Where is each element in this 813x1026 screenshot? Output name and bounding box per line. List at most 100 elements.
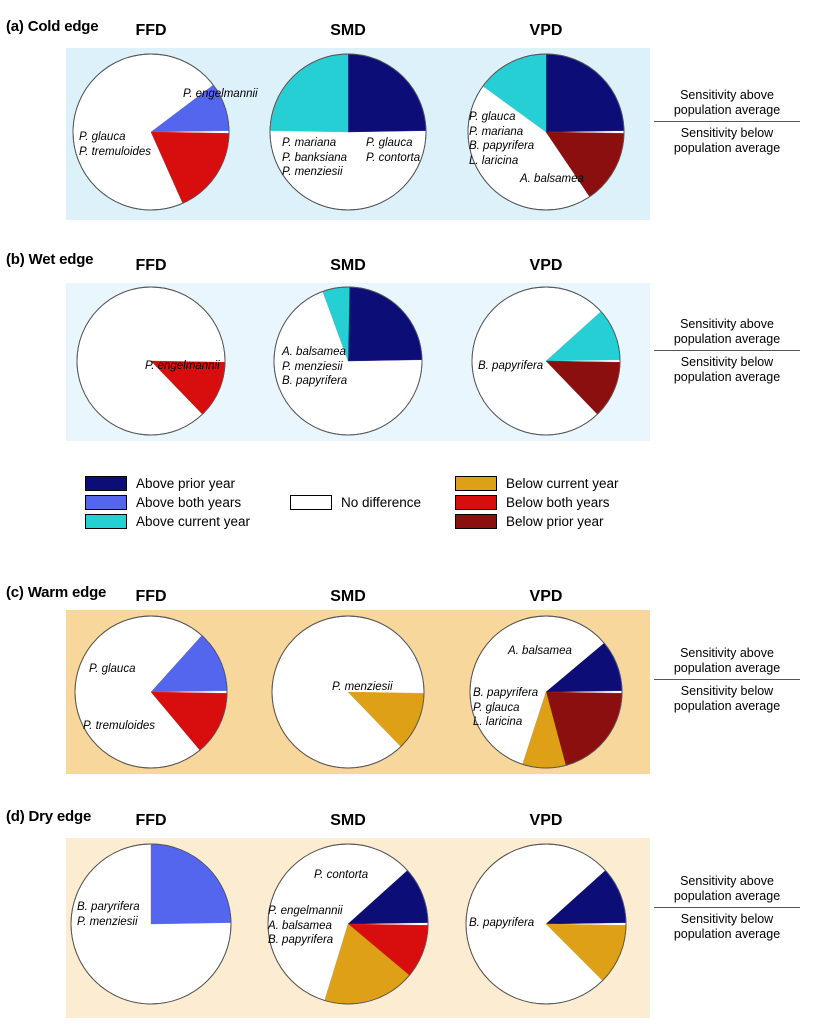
panel-label-a: (a) Cold edge: [6, 18, 99, 35]
species-label-group: P. contorta: [314, 868, 368, 883]
species-name: P. mariana: [282, 137, 337, 149]
species-label-group: A. balsamea: [520, 172, 584, 187]
legend-swatch-icon: [455, 514, 497, 529]
species-label-group: A. balsamea: [508, 644, 572, 659]
sensitivity-above-line1: Sensitivity above: [680, 646, 774, 660]
species-name: P. engelmannii: [145, 360, 220, 372]
panel-b: (b) Wet edge FFD SMD VPD P. engelmannii A. ba…: [0, 235, 813, 449]
sensitivity-above-line1: Sensitivity above: [680, 317, 774, 331]
sensitivity-key-d: Sensitivity above population average Sensi…: [652, 874, 802, 941]
column-title-d-ffd: FFD: [135, 812, 167, 829]
species-name: P. banksiana: [282, 151, 348, 164]
column-title-b-vpd: VPD: [529, 257, 563, 274]
species-name: P. contorta: [366, 151, 421, 164]
legend-col-below: Below current year Below both years Below …: [455, 474, 619, 531]
column-title-b-smd: SMD: [330, 257, 366, 274]
figure-legend: Above prior year Above both years Above cu…: [0, 474, 813, 550]
species-label-group: B. papyrifera: [478, 359, 543, 374]
sensitivity-below-line1: Sensitivity below: [680, 912, 774, 926]
sensitivity-key-a: Sensitivity above population average Sensi…: [652, 88, 802, 155]
species-name: P. contorta: [314, 869, 369, 881]
legend-swatch-icon: [85, 476, 127, 491]
sensitivity-above-line2: population average: [673, 102, 781, 117]
panel-label-b: (b) Wet edge: [6, 251, 94, 268]
sensitivity-below-line1: Sensitivity below: [680, 355, 774, 369]
sensitivity-above-line1: Sensitivity above: [680, 88, 774, 102]
sensitivity-divider: [654, 679, 800, 680]
legend-swatch-icon: [85, 495, 127, 510]
species-label-group: P. glauca P. tremuloides: [79, 130, 151, 159]
species-label-group: P. glauca P. mariana B. papyrifera L. laric…: [469, 110, 534, 168]
sensitivity-below-line2: population average: [673, 926, 781, 941]
sensitivity-below-line2: population average: [673, 698, 781, 713]
sensitivity-key-b: Sensitivity above population average Sensi…: [652, 317, 802, 384]
pie-b-ffd: P. engelmannii: [75, 285, 227, 437]
legend-item: Below current year: [455, 474, 619, 493]
panel-a: (a) Cold edge FFD SMD VPD P. engelmannii P. g…: [0, 0, 813, 228]
legend-item: Below prior year: [455, 512, 619, 531]
pie-c-ffd: P. glauca P. tremuloides: [73, 614, 229, 770]
species-name: B. papyrifera: [469, 917, 535, 929]
species-name: L. laricina: [473, 716, 523, 728]
pie-d-vpd: B. papyrifera: [464, 842, 628, 1006]
sensitivity-divider: [654, 350, 800, 351]
species-label-group: P. engelmannii: [145, 359, 220, 374]
species-label-group: A. balsamea P. menziesii B. papyrifera: [282, 345, 347, 389]
species-label-group: P. engelmannii A. balsamea B. papyrifera: [268, 904, 343, 948]
legend-label: Below current year: [506, 476, 619, 491]
species-label-group: P. menziesii: [332, 680, 393, 695]
species-name: B. papyrifera: [469, 140, 535, 152]
sensitivity-above-line2: population average: [673, 331, 781, 346]
sensitivity-below-line1: Sensitivity below: [680, 684, 774, 698]
species-name: B. papyrifera: [268, 934, 334, 946]
pie-b-vpd: B. papyrifera: [470, 285, 622, 437]
sensitivity-divider: [654, 121, 800, 122]
species-name: A. balsamea: [282, 346, 346, 358]
legend-item: Above current year: [85, 512, 250, 531]
pie-c-smd: P. menziesii: [270, 614, 426, 770]
legend-item: No difference: [290, 493, 421, 512]
legend-label: No difference: [341, 495, 422, 510]
species-label-group: B. paryrifera P. menziesii: [77, 900, 140, 929]
species-name: P. menziesii: [77, 915, 138, 928]
species-label-group: P. glauca: [89, 662, 135, 677]
sensitivity-key-c: Sensitivity above population average Sensi…: [652, 646, 802, 713]
species-name: P. glauca: [473, 701, 520, 714]
species-label-group: P. mariana P. banksiana P. menziesii: [282, 136, 347, 180]
legend-col-nodiff: No difference: [290, 493, 421, 512]
species-name: A. balsamea: [268, 919, 332, 932]
species-name: P. glauca: [79, 131, 126, 143]
sensitivity-below-line2: population average: [673, 369, 781, 384]
species-name: P. glauca: [469, 111, 516, 123]
species-name: A. balsamea: [508, 645, 572, 657]
species-label-group: P. glauca P. contorta: [366, 136, 420, 165]
species-name: L. laricina: [469, 154, 519, 167]
pie-a-ffd: P. engelmannii P. glauca P. tremuloides: [71, 52, 258, 212]
sensitivity-above-line1: Sensitivity above: [680, 874, 774, 888]
legend-swatch-icon: [455, 476, 497, 491]
panel-label-c: (c) Warm edge: [6, 584, 107, 601]
species-label-group: P. tremuloides: [83, 719, 155, 734]
species-name: B. paryrifera: [77, 901, 140, 913]
species-name: P. glauca: [366, 137, 413, 149]
species-name: B. papyrifera: [282, 375, 348, 387]
legend-swatch-icon: [455, 495, 497, 510]
species-name: A. balsamea: [520, 173, 584, 185]
pie-slice-a-smd-0: [347, 53, 427, 133]
legend-label: Above current year: [136, 514, 251, 529]
legend-item: Below both years: [455, 493, 619, 512]
column-title-c-vpd: VPD: [529, 588, 563, 605]
panel-d: (d) Dry edge FFD SMD VPD B. paryrifera P. men…: [0, 790, 813, 1026]
species-name: P. menziesii: [282, 360, 343, 373]
pie-b-smd: A. balsamea P. menziesii B. papyrifera: [272, 285, 424, 437]
panel-c: (c) Warm edge FFD SMD VPD P. glauca P. tremul…: [0, 570, 813, 782]
pie-c-vpd: A. balsamea B. papyrifera P. glauca L. lari…: [468, 614, 624, 770]
species-label-group: P. engelmannii: [183, 87, 258, 102]
pie-slice-a-vpd-0: [545, 53, 625, 133]
species-name: P. tremuloides: [79, 145, 152, 158]
sensitivity-divider: [654, 907, 800, 908]
column-title-a-smd: SMD: [330, 22, 366, 39]
legend-label: Below prior year: [506, 514, 604, 529]
sensitivity-above-line2: population average: [673, 660, 781, 675]
pie-a-vpd: P. glauca P. mariana B. papyrifera L. laric…: [466, 52, 626, 212]
